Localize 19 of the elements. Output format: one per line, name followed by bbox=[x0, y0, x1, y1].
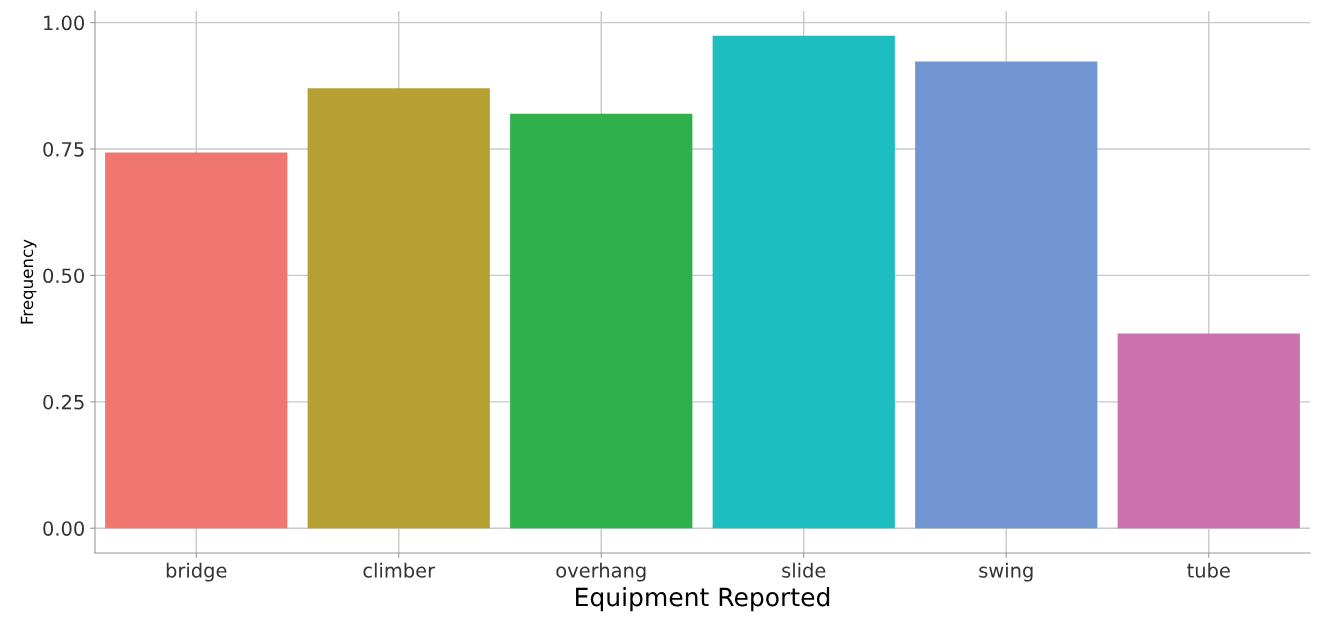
x-tick-label: slide bbox=[782, 562, 826, 578]
y-tick-label: 1.00 bbox=[44, 15, 84, 31]
bar bbox=[105, 152, 288, 529]
bar bbox=[712, 35, 895, 529]
y-tick-label: 0.00 bbox=[43, 521, 84, 536]
y-axis-title: Frequency bbox=[20, 239, 37, 324]
x-tick-label: tube bbox=[1187, 562, 1230, 578]
y-tick-label: 0.75 bbox=[43, 141, 84, 157]
x-tick-label: overhang bbox=[556, 562, 646, 582]
y-tick-label: 0.25 bbox=[43, 394, 84, 410]
x-axis-title: Equipment Reported bbox=[576, 587, 830, 612]
y-tick-label: 0.50 bbox=[43, 268, 84, 284]
bar bbox=[307, 88, 490, 529]
bar bbox=[915, 61, 1098, 529]
x-tick-label: climber bbox=[363, 562, 436, 578]
x-tick-label: swing bbox=[979, 562, 1033, 582]
bar bbox=[1117, 333, 1300, 529]
x-tick-label: bridge bbox=[166, 562, 227, 582]
bar bbox=[510, 113, 693, 529]
